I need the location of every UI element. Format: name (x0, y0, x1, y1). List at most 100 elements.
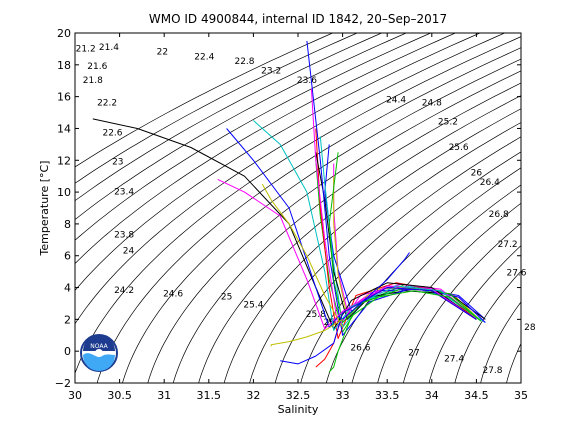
y-tick-label-8: 14 (57, 122, 71, 135)
contour-label-16: 24.4 (386, 95, 406, 105)
noaa-logo: NOAA (80, 334, 118, 372)
contour-label-19: 25 (221, 293, 232, 303)
plot-area: 21.2 21.4 21.6 21.8 22 22.2 22.4 22.6 22.8 23 23.2… (74, 32, 536, 384)
density-contour-23 (454, 270, 521, 383)
density-contour-15 (249, 122, 521, 383)
contour-label-4: 22 (157, 48, 168, 58)
x-tick-label-2: 31 (157, 389, 171, 402)
contour-label-29: 27 (408, 348, 419, 358)
density-contour-7 (75, 33, 505, 325)
x-tick-label-5: 32.5 (286, 389, 311, 402)
y-tick-label-0: −2 (55, 377, 71, 390)
profile-lines (92, 40, 486, 373)
density-contour-10 (122, 58, 521, 383)
contour-label-28: 26.8 (489, 210, 509, 220)
x-tick-label-9: 34.5 (464, 389, 489, 402)
density-contour-1 (75, 33, 358, 184)
noaa-logo-sky (83, 335, 115, 351)
density-contour-18 (325, 167, 521, 383)
density-contour-14 (223, 108, 521, 383)
density-contour-4 (75, 33, 431, 241)
noaa-logo-bird-icon (95, 349, 103, 357)
contour-label-24: 26 (471, 169, 483, 179)
contour-label-6: 22.4 (194, 52, 214, 62)
contour-label-14: 24 (123, 247, 135, 257)
density-contour-12 (172, 82, 521, 383)
x-tick-label-0: 30 (68, 389, 82, 402)
density-contour-3 (75, 33, 407, 221)
contour-label-27: 26.6 (350, 344, 370, 354)
density-contour-21 (402, 222, 521, 383)
contour-label-20: 25.2 (438, 118, 458, 128)
contour-label-26: 26.4 (480, 178, 500, 188)
contour-label-0: 21.2 (76, 44, 96, 54)
profile-series-13 (253, 120, 482, 331)
y-tick-label-1: 0 (64, 345, 71, 358)
y-tick-label-3: 4 (64, 282, 71, 295)
density-contour-5 (75, 33, 456, 264)
density-contour-19 (351, 184, 521, 383)
contour-label-9: 23 (112, 157, 123, 167)
x-tick-label-4: 32 (246, 389, 260, 402)
contour-label-11: 23.4 (114, 188, 134, 198)
x-tick-label-10: 35 (514, 389, 528, 402)
profile-series-16 (280, 287, 477, 365)
contour-label-25: 26.2 (324, 318, 344, 328)
x-axis: 30 30.5 31 31.5 32 32.5 33 33.5 34 34.5 35 (68, 33, 528, 402)
y-tick-label-2: 2 (64, 313, 71, 326)
density-contour-20 (377, 202, 521, 383)
density-contour-22 (428, 245, 521, 383)
contour-label-8: 22.8 (234, 57, 254, 67)
x-tick-label-7: 33.5 (375, 389, 400, 402)
chart-title: WMO ID 4900844, internal ID 1842, 20–Sep… (149, 12, 447, 26)
plot-frame (74, 32, 522, 384)
density-contour-0 (75, 33, 333, 168)
contour-label-23: 25.8 (306, 310, 326, 320)
contour-label-1: 21.4 (99, 43, 119, 53)
profile-series-18 (342, 252, 410, 320)
contour-labels: 21.2 21.4 21.6 21.8 22 22.2 22.4 22.6 22.8 23 23.2… (76, 43, 536, 376)
profile-series-9 (328, 152, 482, 323)
contour-label-2: 21.6 (87, 62, 107, 72)
contour-label-7: 22.6 (102, 129, 122, 139)
density-contour-16 (274, 136, 521, 383)
contour-label-30: 27.2 (498, 240, 518, 250)
density-contour-13 (198, 95, 521, 383)
profile-series-19 (328, 290, 482, 373)
density-contours (75, 33, 521, 383)
profile-series-14 (261, 183, 344, 328)
contour-label-34: 28 (524, 323, 536, 333)
y-tick-label-11: 20 (57, 27, 71, 40)
density-contour-17 (300, 151, 521, 383)
contour-label-31: 27.4 (444, 355, 464, 365)
x-axis-title: Salinity (278, 403, 319, 416)
profile-series-17 (270, 318, 343, 347)
contour-label-10: 23.2 (261, 67, 281, 77)
contour-label-18: 24.8 (422, 99, 442, 109)
contour-label-17: 24.6 (163, 289, 183, 299)
y-tick-label-6: 10 (57, 186, 71, 199)
contour-label-3: 21.8 (83, 76, 103, 86)
y-tick-label-5: 8 (64, 218, 71, 231)
x-tick-label-6: 33 (336, 389, 350, 402)
y-axis-title: Temperature [°C] (38, 161, 51, 257)
y-tick-label-4: 6 (64, 250, 71, 263)
y-tick-label-9: 16 (57, 91, 71, 104)
x-tick-label-3: 31.5 (197, 389, 222, 402)
profile-series-8 (310, 88, 477, 328)
density-contour-24 (480, 301, 521, 383)
contour-label-32: 27.6 (506, 269, 526, 279)
density-contour-8 (75, 36, 521, 375)
noaa-logo-wave (83, 353, 115, 371)
density-contour-6 (75, 33, 481, 291)
contour-label-5: 22.2 (97, 99, 117, 109)
contour-label-13: 23.8 (114, 231, 134, 241)
x-tick-label-8: 34 (425, 389, 439, 402)
density-contour-9 (96, 47, 521, 383)
noaa-logo-text: NOAA (90, 343, 108, 350)
contour-label-15: 24.2 (114, 286, 134, 296)
y-tick-label-10: 18 (57, 59, 71, 72)
x-tick-label-1: 30.5 (107, 389, 132, 402)
